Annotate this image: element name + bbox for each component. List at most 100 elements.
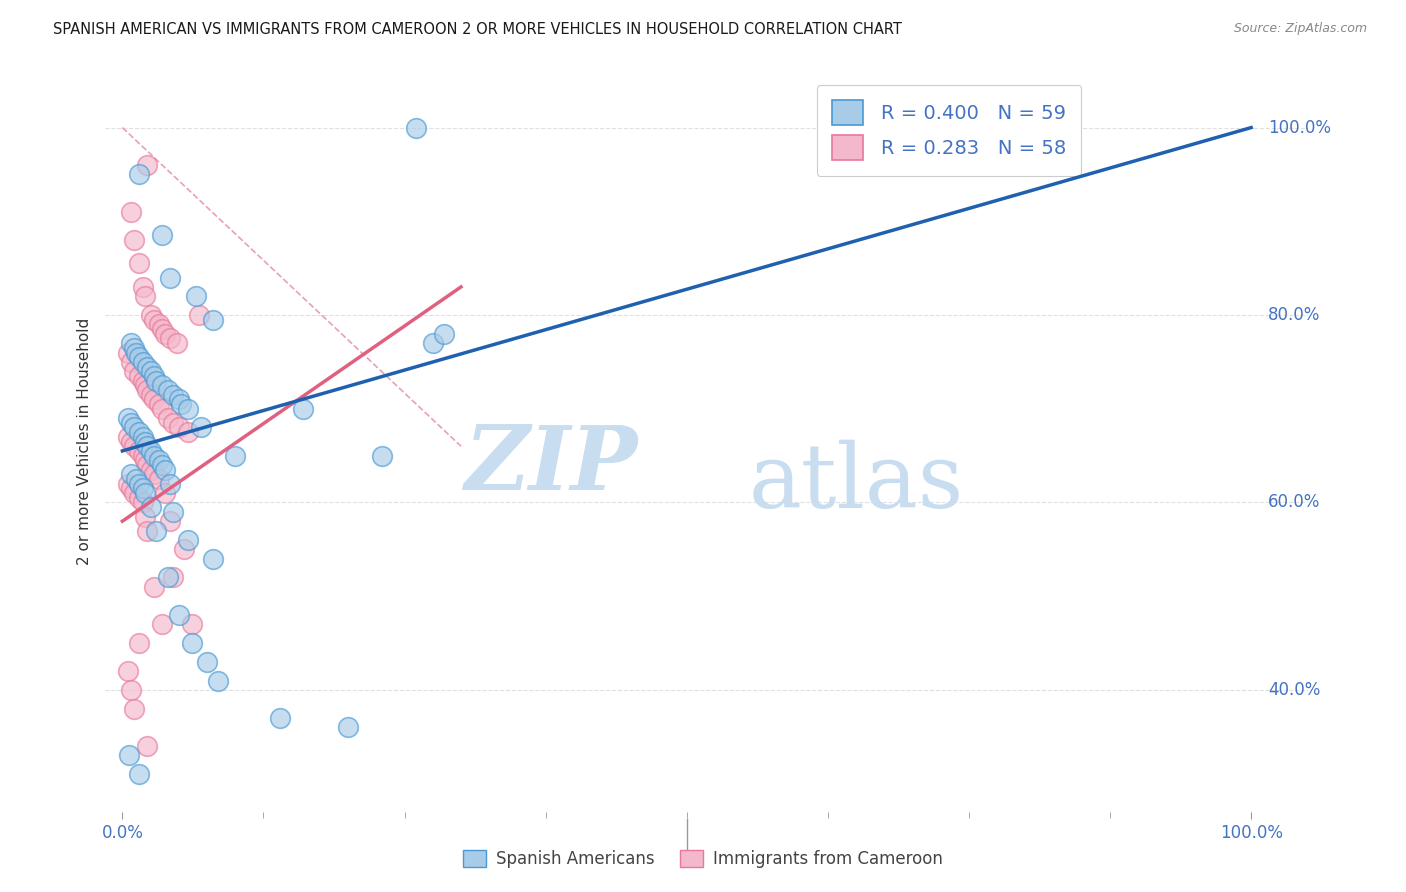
Point xyxy=(136,458,159,472)
Point xyxy=(139,463,162,477)
Point xyxy=(195,655,218,669)
Point xyxy=(120,355,142,369)
Point xyxy=(122,420,145,434)
Point xyxy=(143,368,166,383)
Point xyxy=(120,416,142,430)
Point xyxy=(139,308,162,322)
Point xyxy=(159,331,181,345)
Point xyxy=(120,434,142,449)
Point xyxy=(156,570,179,584)
Point xyxy=(177,533,200,547)
Point xyxy=(122,439,145,453)
Point xyxy=(181,617,204,632)
Point xyxy=(422,336,444,351)
Point xyxy=(155,326,177,341)
Point xyxy=(167,420,190,434)
Point xyxy=(134,486,156,500)
Point xyxy=(150,617,173,632)
Point xyxy=(128,368,150,383)
Point xyxy=(122,364,145,378)
Point xyxy=(148,318,170,332)
Text: 60.0%: 60.0% xyxy=(1268,493,1320,511)
Point xyxy=(125,345,148,359)
Text: SPANISH AMERICAN VS IMMIGRANTS FROM CAMEROON 2 OR MORE VEHICLES IN HOUSEHOLD COR: SPANISH AMERICAN VS IMMIGRANTS FROM CAME… xyxy=(53,22,903,37)
Point xyxy=(143,580,166,594)
Text: atlas: atlas xyxy=(748,440,963,527)
Point xyxy=(128,425,150,439)
Point xyxy=(371,449,394,463)
Point xyxy=(117,411,139,425)
Point xyxy=(120,682,142,697)
Point xyxy=(136,524,159,538)
Point xyxy=(143,312,166,326)
Point xyxy=(156,411,179,425)
Point xyxy=(122,701,145,715)
Point xyxy=(139,500,162,515)
Point xyxy=(167,392,190,407)
Point xyxy=(159,270,181,285)
Point xyxy=(122,341,145,355)
Point xyxy=(131,430,153,444)
Point xyxy=(136,383,159,397)
Point xyxy=(131,355,153,369)
Point xyxy=(125,472,148,486)
Point xyxy=(150,378,173,392)
Point xyxy=(120,467,142,482)
Point xyxy=(177,401,200,416)
Point xyxy=(156,383,179,397)
Point xyxy=(291,401,314,416)
Text: ZIP: ZIP xyxy=(464,422,638,508)
Point xyxy=(269,711,291,725)
Text: 100.0%: 100.0% xyxy=(1268,119,1331,136)
Point xyxy=(128,767,150,781)
Point xyxy=(159,476,181,491)
Point xyxy=(120,205,142,219)
Point xyxy=(136,439,159,453)
Point xyxy=(117,345,139,359)
Point xyxy=(170,397,193,411)
Point xyxy=(162,505,184,519)
Point xyxy=(131,449,153,463)
Point xyxy=(131,495,153,509)
Point xyxy=(190,420,212,434)
Point xyxy=(201,312,224,326)
Point xyxy=(433,326,456,341)
Point xyxy=(181,636,204,650)
Point xyxy=(128,476,150,491)
Point xyxy=(122,486,145,500)
Point xyxy=(224,449,246,463)
Point xyxy=(131,374,153,388)
Point xyxy=(128,168,150,182)
Legend: Spanish Americans, Immigrants from Cameroon: Spanish Americans, Immigrants from Camer… xyxy=(457,843,949,875)
Point xyxy=(150,228,173,243)
Text: 40.0%: 40.0% xyxy=(1268,681,1320,699)
Point xyxy=(120,482,142,496)
Point xyxy=(134,434,156,449)
Point xyxy=(177,425,200,439)
Point xyxy=(155,463,177,477)
Point xyxy=(162,416,184,430)
Point xyxy=(136,739,159,753)
Point xyxy=(136,359,159,374)
Point xyxy=(159,514,181,528)
Point xyxy=(143,449,166,463)
Point xyxy=(139,364,162,378)
Point xyxy=(122,233,145,247)
Point xyxy=(120,336,142,351)
Point xyxy=(162,387,184,401)
Point xyxy=(155,486,177,500)
Point xyxy=(128,350,150,364)
Point xyxy=(207,673,229,688)
Point xyxy=(143,392,166,407)
Legend: R = 0.400   N = 59, R = 0.283   N = 58: R = 0.400 N = 59, R = 0.283 N = 58 xyxy=(817,85,1081,176)
Point xyxy=(173,542,195,557)
Point xyxy=(188,308,211,322)
Point xyxy=(143,467,166,482)
Point xyxy=(145,524,167,538)
Point xyxy=(184,289,207,303)
Point xyxy=(131,482,153,496)
Point xyxy=(201,551,224,566)
Point xyxy=(167,607,190,622)
Point xyxy=(150,458,173,472)
Point xyxy=(128,256,150,270)
